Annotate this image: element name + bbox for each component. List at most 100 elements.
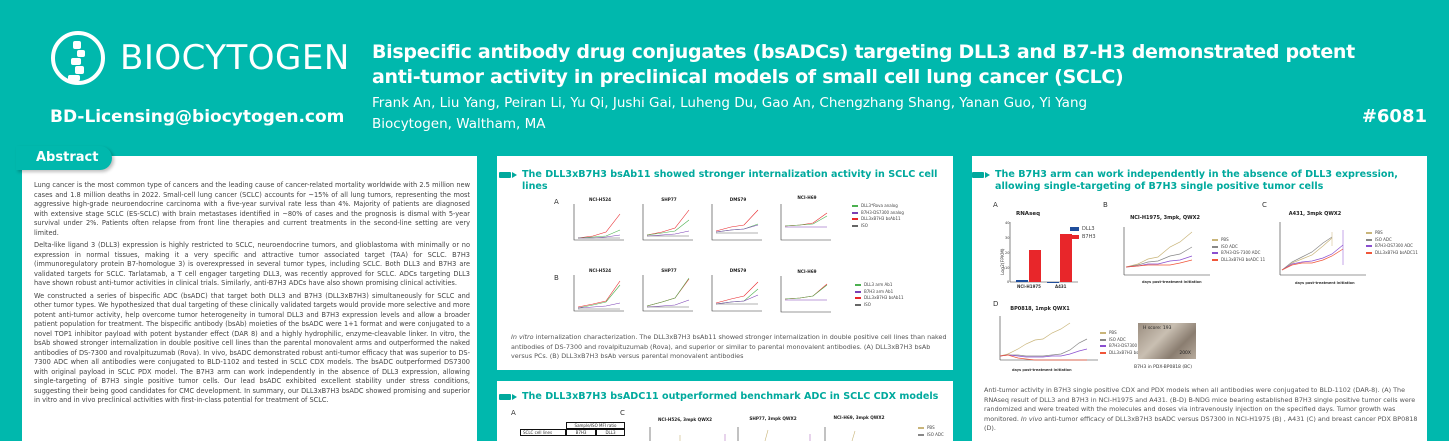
legend-item: ISO ADC: [918, 432, 944, 439]
panel-label-a: A: [993, 201, 998, 209]
rnaseq-bar-chart: Log2(FPKM) 40 30 20 10 0 NCI-H1975 A431: [1000, 221, 1078, 289]
legend-item: DLL3xB7H3 bsAb11: [855, 295, 904, 302]
chart-title: SHP77, 3mpk QWX2: [749, 416, 797, 421]
tumor-volume-chart-bp0818: days post-treatment initiation: [999, 316, 1098, 372]
chart-title: NCI-H69: [797, 195, 817, 200]
legend-item: B7H3-DS7300 ADC: [1366, 243, 1418, 250]
panel-label-c: C: [620, 409, 625, 417]
chart-legend: DLL3 arm Ab1 B7H3 arm Ab1 DLL3xB7H3 bsAb…: [855, 282, 904, 308]
abstract-paragraph: We constructed a series of bispecific AD…: [34, 291, 470, 405]
ihc-image: H score: 193 200X: [1138, 323, 1196, 359]
legend-item: PBS: [1100, 330, 1152, 337]
section-b7h3-caption: Anti-tumor activity in B7H3 single posit…: [984, 386, 1418, 432]
author-list: Frank An, Liu Yang, Peiran Li, Yu Qi, Ju…: [372, 95, 1088, 111]
chart-title: A431, 3mpk QWX2: [1288, 211, 1342, 217]
svg-text:20: 20: [1005, 251, 1009, 255]
chart-title: SHP77: [661, 197, 677, 202]
section-bullet-icon: [499, 172, 517, 178]
line-chart-shp77-b: [642, 275, 693, 312]
abstract-paragraph: Delta-like ligand 3 (DLL3) expression is…: [34, 241, 470, 287]
panel-label-c: C: [1262, 201, 1267, 209]
section-internalization-heading: The DLL3xB7H3 bsAb11 showed stronger int…: [499, 169, 949, 193]
legend-item: B7H3: [1070, 233, 1096, 241]
table-cell: B7H3: [566, 429, 596, 436]
chart-legend: PBS ISO ADC B7H3-DS-7300 ADC DLL3xB7H3 b…: [1212, 237, 1265, 263]
legend-item: PBS: [918, 425, 944, 432]
legend-item: DLL3*Rova analog: [852, 203, 904, 210]
poster-title: Bispecific antibody drug conjugates (bsA…: [372, 41, 1355, 88]
chart-title: NCI-H524: [588, 268, 612, 273]
svg-text:days post-treatment initiation: days post-treatment initiation: [1142, 280, 1202, 284]
section-internalization-caption: In vitro internalization characterizatio…: [511, 333, 947, 360]
contact-email[interactable]: BD-Licensing@biocytogen.com: [50, 107, 345, 127]
tumor-volume-chart-nci-h1975: days post-treatment initiation: [1123, 227, 1210, 284]
poster-number: #6081: [1361, 106, 1427, 127]
chart-legend: PBS ISO ADC B7H3-DS7300 ADC DLL3xB7H3 bs…: [1366, 230, 1418, 256]
ihc-magnification: 200X: [1179, 351, 1191, 356]
section-cdx-heading: The DLL3xB7H3 bsADC11 outperformed bench…: [499, 391, 949, 403]
line-chart-nci-h69-b: [780, 276, 831, 313]
chart-title: RNAseq: [1015, 211, 1041, 217]
logo-text: BIOCYTOGEN: [120, 38, 350, 78]
legend-item: DLL3xB7H3 bsADC 11: [1212, 257, 1265, 264]
section-b7h3-panel: [972, 156, 1427, 441]
ihc-caption: B7H3 in PDX-BP0818 (BC): [1134, 365, 1193, 370]
panel-label-b: B: [554, 274, 559, 282]
svg-text:0: 0: [1007, 280, 1009, 284]
mfi-ratio-table: Sample/ISO MFI ratio SCLC cell lines B7H…: [520, 422, 625, 441]
legend-item: B7H3-DS7300 analog: [852, 210, 904, 217]
line-chart-dms79-b: [711, 275, 762, 312]
chart-title: DMS79: [729, 268, 747, 273]
panel-label-d: D: [993, 300, 999, 308]
chart-legend: PBS ISO ADC: [918, 425, 944, 438]
table-header: Sample/ISO MFI ratio: [566, 422, 625, 429]
legend-item: ISO: [855, 302, 904, 309]
legend-item: DLL3xB7H3 bsAb11: [852, 216, 904, 223]
ihc-score: H score: 193: [1143, 326, 1172, 331]
biocytogen-logo: BIOCYTOGEN: [50, 30, 350, 86]
abstract-panel: [22, 156, 477, 441]
chart-title: NCI-H69: [797, 269, 817, 274]
svg-text:Log2(FPKM): Log2(FPKM): [1000, 248, 1006, 275]
panel-label-b: B: [1103, 201, 1108, 209]
chart-legend: DLL3*Rova analog B7H3-DS7300 analog DLL3…: [852, 203, 904, 229]
legend-item: DLL3xB7H3 bsADC11: [1366, 250, 1418, 257]
affiliation: Biocytogen, Waltham, MA: [372, 116, 546, 132]
svg-text:30: 30: [1005, 236, 1009, 240]
svg-text:A431: A431: [1055, 284, 1067, 289]
section-title: The B7H3 arm can work independently in t…: [995, 169, 1398, 192]
legend-item: B7H3-DS-7300 ADC: [1212, 250, 1265, 257]
biocytogen-logo-icon: [51, 31, 105, 85]
chart-title: NCI-H526, 3mpk QWX2: [657, 417, 712, 422]
svg-text:10: 10: [1005, 266, 1009, 270]
tumor-volume-chart-a431: days post-treatment initiation: [1279, 222, 1366, 285]
panel-label-a: A: [511, 409, 516, 417]
chart-title: SHP77: [661, 268, 677, 273]
svg-text:days post-treatment initiation: days post-treatment initiation: [1295, 281, 1355, 285]
line-chart-shp77: [642, 204, 693, 241]
chart-title: DMS79: [729, 197, 747, 202]
table-cell: SCLC cell lines: [520, 429, 566, 436]
line-chart-nci-h524: [573, 204, 624, 241]
cdx-growth-charts: [649, 427, 856, 441]
chart-title: NCI-H524: [588, 197, 612, 202]
legend-item: ISO: [852, 223, 904, 230]
chart-title: BP0818, 1mpk QWX1: [1010, 306, 1070, 312]
abstract-tab: Abstract: [16, 146, 112, 170]
section-cdx-panel: [497, 381, 953, 441]
rnaseq-legend: DLL3 B7H3: [1070, 225, 1096, 241]
abstract-body: Lung cancer is the most common type of c…: [34, 181, 470, 409]
legend-item: B7H3 arm Ab1: [855, 289, 904, 296]
table-cell: DLL3: [596, 429, 625, 436]
legend-item: ISO ADC: [1212, 244, 1265, 251]
legend-item: PBS: [1212, 237, 1265, 244]
legend-item: DLL3xB7H3 bsADC11: [1100, 350, 1152, 357]
section-b7h3-heading: The B7H3 arm can work independently in t…: [972, 169, 1412, 193]
chart-legend: PBS ISO ADC B7H3-DS7300 ADC DLL3xB7H3 bs…: [1100, 330, 1152, 356]
legend-item: B7H3-DS7300 ADC: [1100, 343, 1152, 350]
section-bullet-icon: [972, 172, 990, 178]
abstract-paragraph: Lung cancer is the most common type of c…: [34, 181, 470, 237]
svg-text:40: 40: [1005, 221, 1009, 225]
chart-title: NCI-H1975, 3mpk, QWX2: [1130, 215, 1200, 221]
line-chart-dms79: [711, 204, 762, 241]
